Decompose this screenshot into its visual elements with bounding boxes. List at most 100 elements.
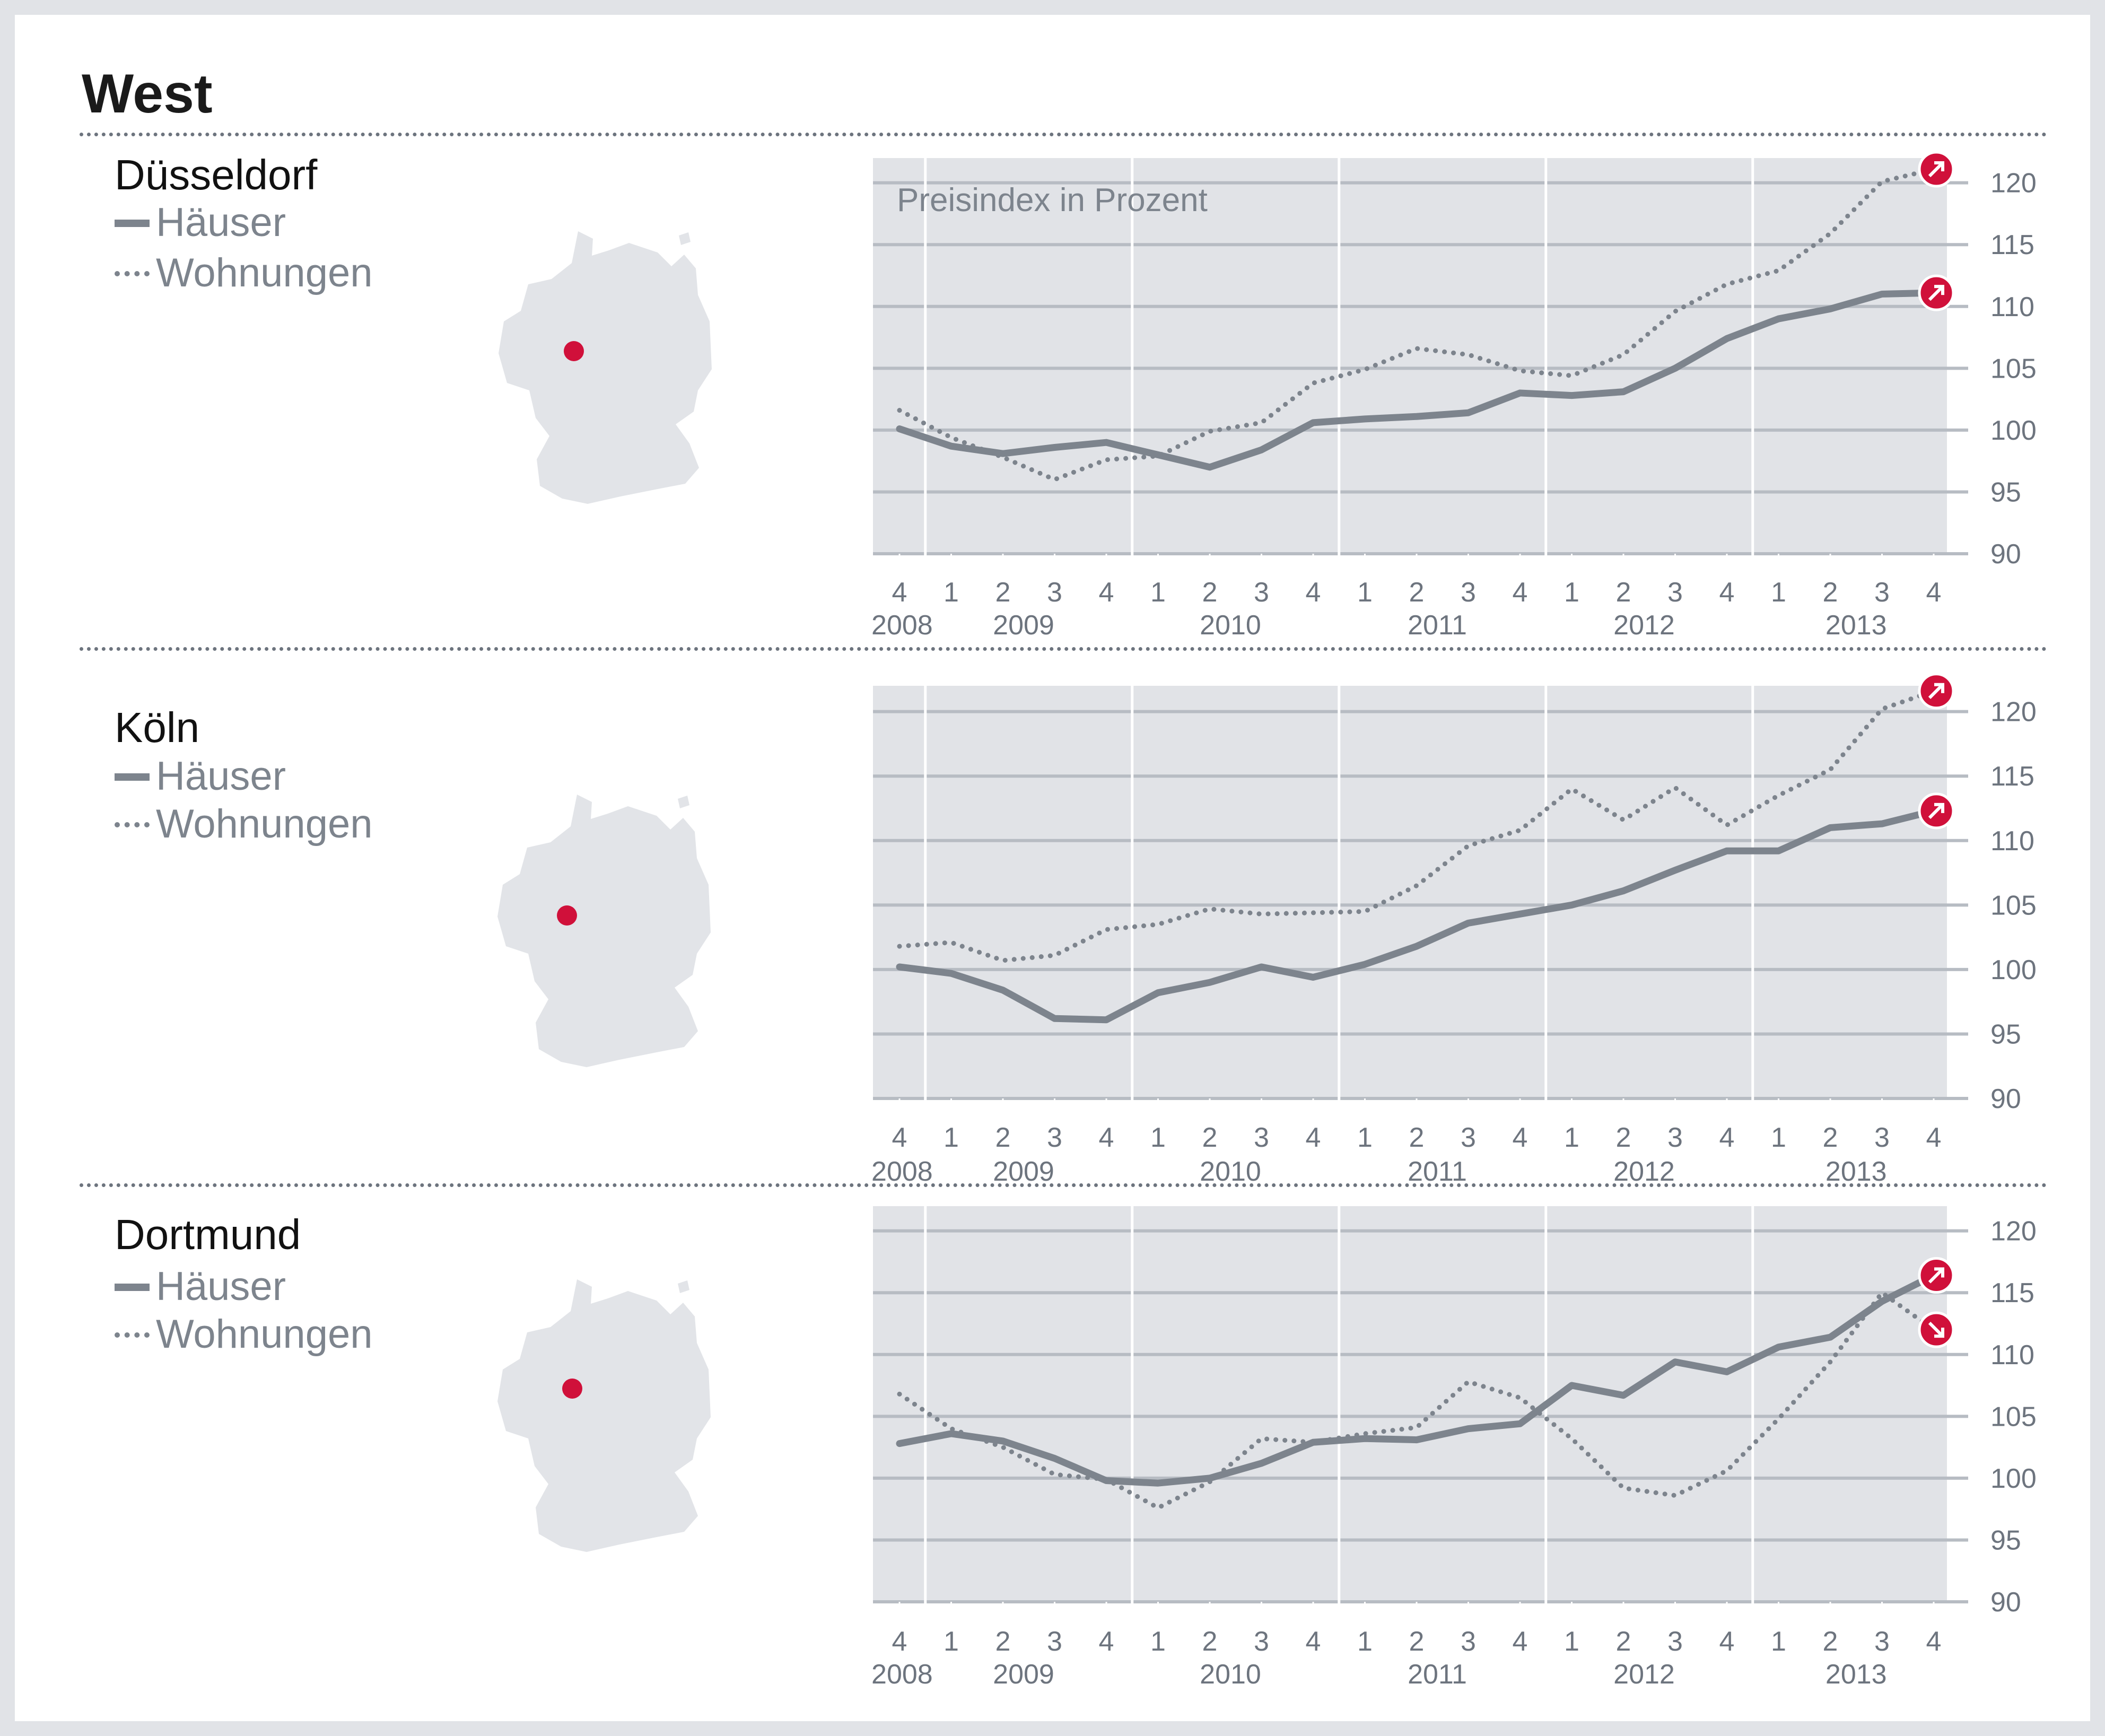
y-tick-label: 90: [1990, 1084, 2021, 1114]
x-tick-label: 4: [1719, 1626, 1735, 1657]
x-tick-label: 1: [1564, 1626, 1579, 1657]
series-line-wohnungen: [897, 688, 1936, 963]
x-tick-label: 4: [1719, 577, 1735, 608]
x-tick-label: 3: [1461, 1626, 1476, 1657]
y-tick-label: 95: [1990, 1019, 2021, 1050]
y-tick-label: 110: [1990, 826, 2034, 857]
legend-item-haeuser: Häuser: [115, 1266, 286, 1308]
solid-line-swatch-icon: [115, 1283, 150, 1291]
germany-map-icon: [499, 231, 712, 504]
x-year-label: 2012: [1613, 1156, 1675, 1187]
x-tick-label: 1: [1150, 577, 1166, 608]
x-tick-label: 2: [1202, 577, 1218, 608]
legend-item-wohnungen: Wohnungen: [115, 252, 373, 294]
x-tick-label: 3: [1874, 1122, 1890, 1153]
dotted-line-swatch-icon: [115, 822, 150, 827]
chart-duesseldorf: 90 95 100 105 110 115 120 4 1 2 3 4 1 2 3 4 1 2 3 4 1 2 3 4 1 2 3 4…: [871, 151, 2037, 641]
x-year-label: 2009: [993, 610, 1054, 641]
y-tick-label: 95: [1990, 1525, 2021, 1556]
x-tick-label: 3: [1254, 1122, 1269, 1153]
x-tick-label: 3: [1047, 1122, 1062, 1153]
arrow-shaft: [1928, 285, 1944, 301]
x-tick-label: 4: [1099, 1626, 1114, 1657]
x-tick-label: 1: [1357, 577, 1373, 608]
series-line-haeuser: [896, 1272, 1937, 1487]
solid-line-swatch-icon: [115, 219, 150, 227]
arrow-head: [1934, 1267, 1944, 1278]
x-tick-label: 4: [1513, 1122, 1528, 1153]
y-tick-label: 110: [1990, 1340, 2034, 1371]
y-tick-label: 110: [1990, 292, 2034, 322]
x-tick-label: 2: [1409, 1122, 1425, 1153]
y-tick-label: 120: [1990, 1216, 2037, 1247]
x-tick-label: 2: [1616, 1122, 1631, 1153]
y-tick-label: 115: [1990, 1278, 2034, 1308]
x-year-label: 2009: [993, 1156, 1054, 1187]
x-tick-label: 4: [1306, 577, 1321, 608]
x-tick-label: 1: [944, 1122, 959, 1153]
y-tick-label: 105: [1990, 890, 2037, 921]
x-tick-label: 4: [1719, 1122, 1735, 1153]
x-tick-label: 4: [1099, 577, 1114, 608]
x-year-label: 2010: [1200, 1156, 1261, 1187]
x-tick-label: 4: [1513, 1626, 1528, 1657]
x-year-label: 2010: [1200, 610, 1261, 641]
x-tick-label: 1: [1150, 1122, 1166, 1153]
x-year-label: 2013: [1826, 1156, 1887, 1187]
x-tick-label: 1: [1771, 577, 1786, 608]
x-tick-label: 2: [1202, 1122, 1218, 1153]
city-title: Köln: [115, 704, 200, 751]
x-tick-label: 1: [1564, 1122, 1579, 1153]
x-tick-label: 2: [995, 577, 1011, 608]
series-line-haeuser: [896, 807, 1937, 1024]
x-year-label: 2008: [871, 1659, 933, 1690]
location-dot-icon: [557, 905, 577, 926]
y-tick-label: 120: [1990, 168, 2037, 199]
arrow-shaft: [1928, 1322, 1944, 1338]
infographic-frame: West Düsseldorf Häuser Wohnungen 90 95 100…: [15, 15, 2090, 1721]
x-year-label: 2012: [1613, 1659, 1675, 1690]
series-line-wohnungen: [897, 167, 1936, 482]
y-tick-label: 105: [1990, 353, 2037, 384]
x-tick-label: 1: [1150, 1626, 1166, 1657]
y-tick-label: 115: [1990, 761, 2034, 792]
plot-area: [873, 158, 1947, 554]
x-tick-label: 4: [892, 577, 907, 608]
germany-map-icon: [497, 795, 711, 1067]
y-tick-label: 95: [1990, 477, 2021, 508]
arrow-head: [1934, 161, 1944, 171]
x-tick-label: 3: [1047, 1626, 1062, 1657]
series-line-wohnungen: [897, 1290, 1936, 1511]
legend-label: Wohnungen: [156, 250, 373, 295]
dotted-line-swatch-icon: [115, 271, 150, 276]
x-tick-label: 1: [1771, 1122, 1786, 1153]
arrow-up-right-icon: [1918, 673, 1955, 710]
x-tick-label: 4: [1926, 1122, 1942, 1153]
x-tick-label: 3: [1254, 1626, 1269, 1657]
x-tick-label: 4: [1926, 577, 1942, 608]
y-tick-label: 100: [1990, 415, 2037, 446]
x-year-label: 2011: [1408, 610, 1467, 641]
x-tick-label: 3: [1254, 577, 1269, 608]
x-tick-label: 2: [1202, 1626, 1218, 1657]
x-tick-label: 3: [1047, 577, 1062, 608]
arrow-up-right-icon: [1918, 151, 1955, 188]
series-line-haeuser: [896, 289, 1937, 471]
x-year-label: 2013: [1826, 1659, 1887, 1690]
x-tick-label: 2: [1823, 1122, 1838, 1153]
arrow-head: [1934, 683, 1944, 693]
arrow-shaft: [1928, 161, 1944, 178]
x-tick-label: 4: [892, 1626, 907, 1657]
x-tick-label: 4: [892, 1122, 907, 1153]
location-dot-icon: [562, 1379, 582, 1399]
x-tick-label: 3: [1461, 577, 1476, 608]
legend-item-wohnungen: Wohnungen: [115, 803, 373, 845]
city-title: Düsseldorf: [115, 151, 318, 198]
arrow-up-right-icon: [1918, 274, 1955, 311]
dotted-line-swatch-icon: [115, 1332, 150, 1338]
x-year-label: 2009: [993, 1659, 1054, 1690]
x-tick-label: 1: [1357, 1122, 1373, 1153]
x-tick-label: 3: [1667, 1122, 1683, 1153]
x-tick-label: 1: [1564, 577, 1579, 608]
arrow-shaft: [1928, 683, 1944, 699]
